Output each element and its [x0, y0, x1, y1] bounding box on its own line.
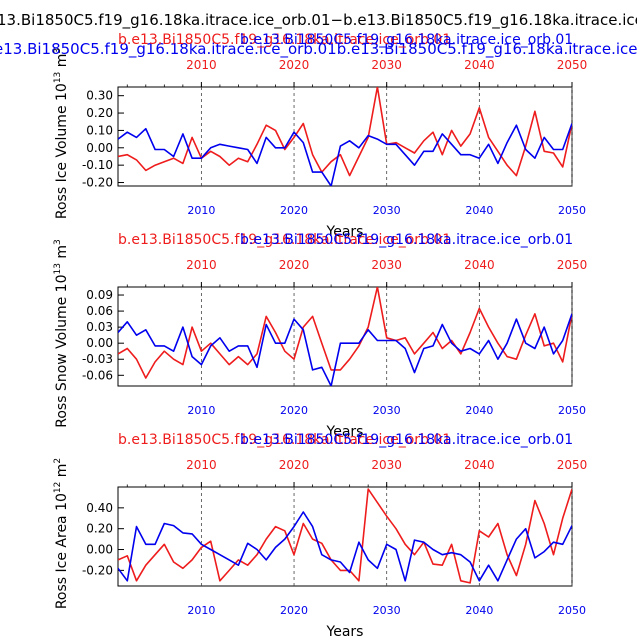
x-tick-label-top: 2020	[279, 58, 310, 72]
x-tick-label-bottom: 2010	[187, 404, 215, 417]
ylabel-text: m	[54, 245, 70, 263]
x-tick-label-top: 2050	[557, 458, 588, 472]
y-tick-label: 0.06	[86, 304, 113, 318]
ylabel-superscript: 3	[53, 239, 63, 245]
x-tick-label-top: 2050	[557, 58, 588, 72]
x-tick-label-bottom: 2020	[280, 404, 308, 417]
x-tick-label-top: 2010	[186, 458, 217, 472]
chart-title-red: b.e13.Bi1850C5.f19_g16.18ka.itrace.ice_o…	[118, 232, 451, 248]
plot-frame	[117, 86, 573, 187]
x-tick-label-bottom: 2010	[187, 204, 215, 217]
y-tick-label: -0.06	[82, 368, 113, 382]
x-axis-label: Years	[326, 224, 364, 240]
x-tick-label-top: 2010	[186, 58, 217, 72]
series-line-blue	[118, 511, 572, 582]
x-tick-label-top: 2010	[186, 258, 217, 272]
y-tick-label: -0.20	[82, 176, 113, 190]
ylabel-text: m	[54, 54, 70, 72]
ylabel-text: m	[54, 464, 70, 482]
y-tick-label: -0.20	[82, 563, 113, 577]
x-tick-label-bottom: 2050	[558, 404, 586, 417]
series-line-red	[118, 488, 572, 584]
y-tick-label: 0.03	[86, 320, 113, 334]
x-tick-label-top: 2020	[279, 458, 310, 472]
chart-title-red: b.e13.Bi1850C5.f19_g16.18ka.itrace.ice_o…	[118, 432, 451, 448]
ylabel-superscript: 13	[53, 72, 63, 83]
chart-title-blue: b.e13.Bi1850C5.f19_g16.18ka.itrace.ice_o…	[240, 232, 573, 248]
x-tick-label-bottom: 2050	[558, 204, 586, 217]
x-axis-label: Years	[326, 424, 364, 440]
x-tick-label-bottom: 2030	[373, 404, 401, 417]
chart-title-red: b.e13.Bi1850C5.f19_g16.18ka.itrace.ice_o…	[118, 32, 451, 48]
chart-panels: b.e13.Bi1850C5.f19_g16.18ka.itrace.ice_o…	[53, 32, 588, 640]
y-tick-label: -0.10	[82, 158, 113, 172]
ylabel-text: Ross Ice Volume 10	[54, 83, 70, 219]
series-line-blue	[118, 123, 572, 186]
y-tick-label: 0.20	[86, 106, 113, 120]
series-line-blue	[118, 313, 572, 386]
y-tick-label: 0.30	[86, 89, 113, 103]
chart-title-blue: b.e13.Bi1850C5.f19_g16.18ka.itrace.ice_o…	[240, 32, 573, 48]
header-line-1: 13.Bi1850C5.f19_g16.18ka.itrace.ice_orb.…	[0, 11, 637, 30]
x-tick-label-top: 2030	[371, 258, 402, 272]
y-tick-label: 0.00	[86, 141, 113, 155]
x-tick-label-bottom: 2030	[373, 604, 401, 617]
ylabel-text: Ross Snow Volume 10	[54, 275, 70, 428]
ylabel-superscript: 12	[53, 482, 63, 493]
y-tick-label: 0.40	[86, 501, 113, 515]
x-axis-label: Years	[326, 624, 364, 637]
series-line-red	[118, 287, 572, 379]
x-tick-label-top: 2030	[371, 58, 402, 72]
ylabel-superscript: 13	[53, 263, 63, 274]
y-axis-label: Ross Ice Area 1012 m2	[53, 458, 70, 609]
x-tick-label-bottom: 2020	[280, 604, 308, 617]
ylabel-text: Ross Ice Area 10	[54, 493, 70, 609]
x-tick-label-bottom: 2040	[465, 404, 493, 417]
y-tick-label: 0.00	[86, 543, 113, 557]
y-tick-label: 0.00	[86, 336, 113, 350]
y-tick-label: 0.20	[86, 522, 113, 536]
header-line-2: e13.Bi1850C5.f19_g16.18ka.itrace.ice_orb…	[0, 40, 637, 59]
y-tick-label: 0.09	[86, 288, 113, 302]
y-axis-label: Ross Snow Volume 1013 m3	[53, 239, 70, 428]
x-tick-label-bottom: 2050	[558, 604, 586, 617]
x-tick-label-bottom: 2030	[373, 204, 401, 217]
x-tick-label-top: 2050	[557, 258, 588, 272]
x-tick-label-bottom: 2040	[465, 604, 493, 617]
x-tick-label-top: 2040	[464, 258, 495, 272]
x-tick-label-bottom: 2020	[280, 204, 308, 217]
x-tick-label-top: 2030	[371, 458, 402, 472]
x-tick-label-top: 2040	[464, 458, 495, 472]
chart-panel-2: b.e13.Bi1850C5.f19_g16.18ka.itrace.ice_o…	[53, 232, 587, 440]
series-line-red	[118, 87, 572, 177]
ylabel-superscript: 2	[53, 458, 63, 464]
y-axis-label: Ross Ice Volume 1013 m3	[53, 48, 70, 219]
chart-title-blue: b.e13.Bi1850C5.f19_g16.18ka.itrace.ice_o…	[240, 432, 573, 448]
x-tick-label-top: 2020	[279, 258, 310, 272]
y-tick-label: -0.03	[82, 352, 113, 366]
x-tick-label-bottom: 2040	[465, 204, 493, 217]
x-tick-label-bottom: 2010	[187, 604, 215, 617]
x-tick-label-top: 2040	[464, 58, 495, 72]
y-tick-label: 0.10	[86, 123, 113, 137]
ylabel-superscript: 3	[53, 48, 63, 54]
chart-panel-1: b.e13.Bi1850C5.f19_g16.18ka.itrace.ice_o…	[53, 32, 587, 240]
chart-panel-3: b.e13.Bi1850C5.f19_g16.18ka.itrace.ice_o…	[53, 432, 588, 640]
